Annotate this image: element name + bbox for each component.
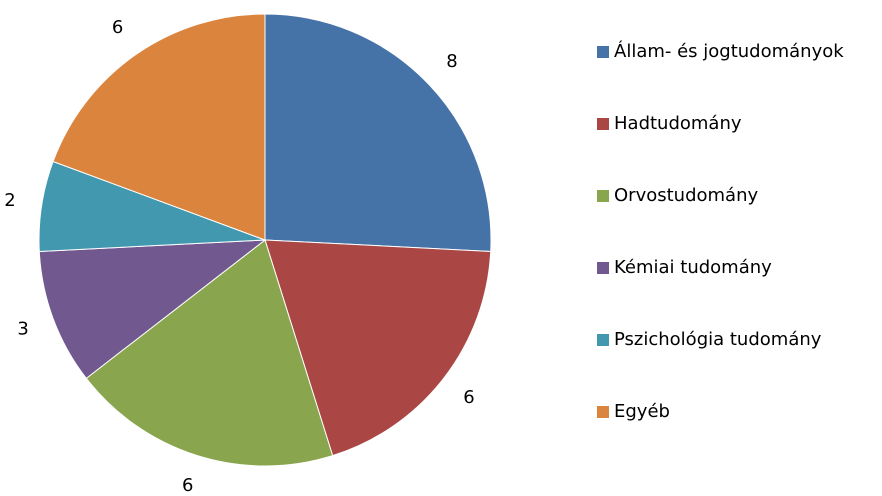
pie-slice (52, 13, 266, 241)
legend-label: Pszichológia tudomány (614, 329, 822, 350)
data-label: 6 (182, 475, 193, 492)
pie-slice (264, 239, 492, 457)
legend-label: Kémiai tudomány (614, 257, 772, 278)
data-label: 6 (112, 17, 123, 38)
legend-swatch (597, 334, 609, 346)
legend-swatch (597, 118, 609, 130)
legend-label: Egyéb (614, 401, 670, 422)
legend-label: Hadtudomány (614, 113, 742, 134)
data-label: 2 (4, 190, 15, 211)
legend-swatch (597, 262, 609, 274)
pie-slice (85, 239, 334, 467)
legend-swatch (597, 190, 609, 202)
data-label: 6 (463, 387, 474, 408)
pie-slice (38, 239, 267, 380)
legend-label: Állam- és jogtudományok (614, 40, 844, 62)
data-label: 3 (17, 319, 28, 340)
pie-slice (264, 13, 492, 252)
legend-label: Orvostudomány (614, 185, 758, 206)
legend-swatch (597, 406, 609, 418)
legend-swatch (597, 46, 609, 58)
data-label: 8 (446, 51, 457, 72)
